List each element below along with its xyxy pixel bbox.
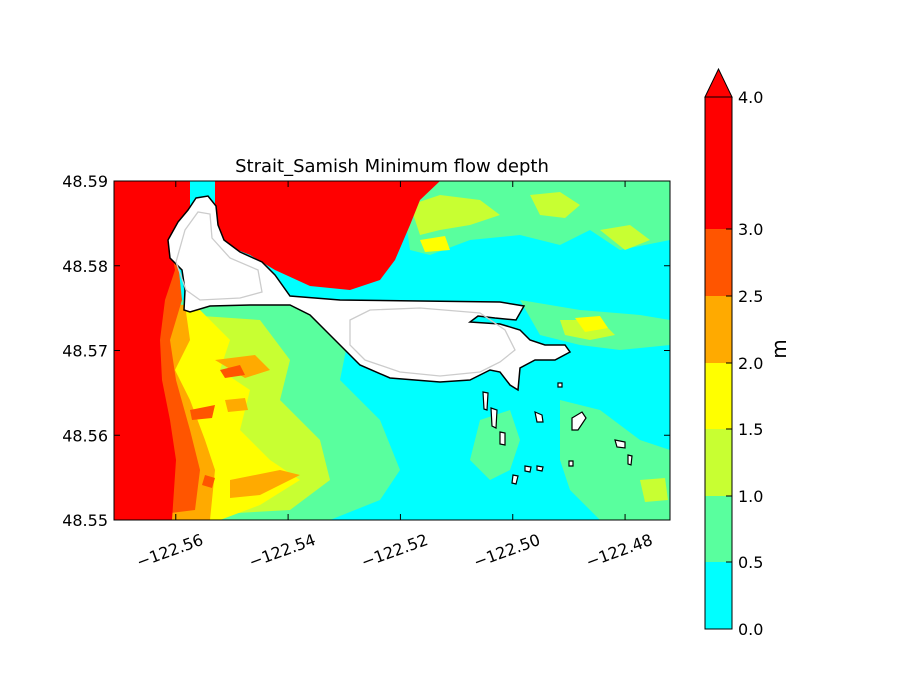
y-tick-label: 48.55 [62, 511, 108, 530]
colorbar-tick-label: 2.0 [738, 354, 763, 373]
y-tick-label: 48.59 [62, 172, 108, 191]
colorbar-tick-label: 1.0 [738, 487, 763, 506]
colorbar-band [705, 296, 732, 363]
colorbar-band [705, 97, 732, 229]
y-tick-label: 48.57 [62, 342, 108, 361]
colorbar-tick-label: 1.5 [738, 420, 763, 439]
colorbar-band [705, 562, 732, 629]
colorbar-label: m [767, 339, 791, 358]
x-tick-label: −122.50 [471, 530, 543, 572]
colorbar-tick-label: 3.0 [738, 220, 763, 239]
islets [482, 382, 633, 485]
colorbar-extend-arrow [704, 67, 733, 98]
y-axis: 48.55 48.56 48.57 48.58 48.59 [62, 172, 670, 530]
island-west-contour [175, 211, 263, 301]
x-tick-label: −122.56 [134, 530, 206, 572]
y-tick-label: 48.56 [62, 426, 108, 445]
colorbar-band [705, 429, 732, 496]
field-band-3-0 [114, 181, 440, 520]
colorbar-tick-label: 2.5 [738, 287, 763, 306]
colorbar-band [705, 363, 732, 429]
island-inner-contour [349, 307, 516, 377]
x-tick-label: −122.54 [246, 530, 318, 572]
x-tick-label: −122.48 [583, 530, 655, 572]
colorbar-band [705, 496, 732, 562]
x-tick-label: −122.52 [359, 530, 431, 572]
chart-title: Strait_Samish Minimum flow depth [235, 156, 549, 177]
colorbar-tick-label: 0.0 [738, 620, 763, 639]
depth-field [114, 181, 670, 520]
colorbar-tick-label: 4.0 [738, 88, 763, 107]
colorbar: 0.0 0.5 1.0 1.5 2.0 2.5 3.0 4.0 [704, 67, 763, 639]
colorbar-band [705, 229, 732, 296]
y-tick-label: 48.58 [62, 257, 108, 276]
colorbar-tick-label: 0.5 [738, 553, 763, 572]
island-land [167, 195, 572, 392]
